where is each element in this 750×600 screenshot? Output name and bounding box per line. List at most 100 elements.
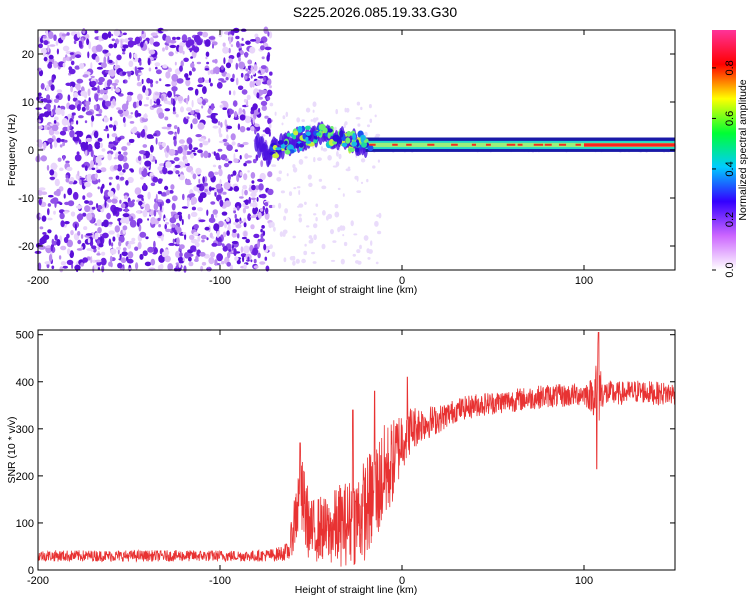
signal-blob	[292, 135, 297, 140]
y-tick-label: 500	[16, 330, 34, 342]
noise-blob	[96, 66, 103, 70]
noise-blob	[343, 241, 348, 247]
noise-blob	[190, 153, 195, 159]
noise-blob	[374, 114, 377, 118]
noise-blob	[117, 262, 123, 269]
noise-blob	[252, 70, 256, 75]
noise-blob	[111, 133, 118, 138]
noise-blob	[188, 234, 195, 240]
noise-blob	[51, 265, 55, 270]
noise-blob	[143, 113, 148, 119]
noise-blob	[342, 234, 345, 237]
noise-blob	[338, 153, 342, 160]
noise-blob	[247, 213, 252, 222]
noise-blob	[143, 155, 146, 160]
noise-blob	[161, 142, 166, 148]
noise-blob	[50, 162, 58, 171]
noise-blob	[234, 256, 239, 261]
signal-blob	[295, 142, 300, 149]
noise-blob	[91, 206, 96, 210]
noise-blob	[274, 111, 277, 116]
noise-blob	[104, 100, 112, 107]
noise-blob	[98, 81, 103, 86]
noise-blob	[70, 85, 73, 93]
noise-blob	[237, 85, 244, 91]
noise-blob	[194, 241, 200, 248]
noise-blob	[246, 94, 251, 101]
noise-blob	[62, 45, 70, 52]
noise-blob	[367, 257, 371, 260]
noise-blob	[167, 263, 174, 271]
noise-blob	[53, 104, 56, 110]
noise-blob	[201, 105, 204, 109]
noise-blob	[90, 62, 93, 70]
noise-blob	[356, 249, 361, 254]
noise-blob	[243, 162, 247, 167]
noise-blob	[364, 131, 368, 137]
noise-blob	[231, 141, 236, 146]
noise-blob	[250, 259, 253, 263]
noise-blob	[203, 150, 209, 159]
noise-blob	[62, 62, 66, 68]
noise-blob	[233, 210, 237, 214]
noise-blob	[56, 48, 60, 55]
noise-blob	[112, 236, 116, 242]
noise-blob	[63, 236, 69, 244]
noise-blob	[259, 172, 266, 181]
noise-blob	[210, 251, 215, 258]
noise-blob	[116, 233, 120, 238]
noise-blob	[216, 230, 220, 239]
noise-blob	[327, 213, 333, 219]
noise-blob	[47, 126, 50, 131]
noise-blob	[368, 104, 372, 109]
noise-blob	[41, 191, 48, 195]
noise-blob	[102, 219, 109, 228]
noise-blob	[252, 103, 258, 110]
noise-blob	[62, 56, 66, 64]
noise-blob	[84, 165, 88, 171]
noise-blob	[266, 96, 271, 101]
noise-blob	[149, 172, 154, 177]
noise-blob	[160, 235, 164, 242]
noise-blob	[103, 56, 107, 65]
noise-blob	[264, 115, 269, 119]
signal-blob	[297, 126, 303, 133]
noise-blob	[82, 74, 89, 78]
noise-blob	[230, 44, 234, 48]
noise-blob	[240, 246, 244, 253]
noise-blob	[202, 99, 206, 106]
noise-blob	[216, 82, 223, 89]
noise-blob	[160, 192, 167, 197]
noise-blob	[147, 191, 151, 200]
noise-blob	[204, 188, 208, 193]
noise-blob	[114, 79, 120, 84]
noise-blob	[377, 230, 382, 235]
noise-blob	[215, 214, 218, 218]
noise-blob	[86, 38, 90, 46]
signal-blob	[346, 130, 352, 137]
noise-blob	[194, 258, 199, 262]
noise-blob	[177, 146, 183, 154]
noise-blob	[281, 122, 284, 126]
noise-blob	[196, 97, 203, 103]
noise-blob	[214, 66, 220, 75]
signal-carrier	[584, 143, 675, 147]
noise-blob	[278, 202, 282, 209]
noise-blob	[233, 158, 239, 164]
noise-blob	[78, 139, 82, 145]
noise-blob	[344, 121, 348, 126]
noise-blob	[283, 215, 287, 221]
noise-blob	[212, 43, 214, 49]
noise-blob	[142, 85, 147, 93]
noise-blob	[144, 88, 149, 97]
noise-blob	[53, 98, 60, 104]
noise-blob	[233, 207, 237, 211]
noise-blob	[261, 56, 265, 60]
noise-blob	[193, 147, 199, 151]
y-tick-label: 300	[16, 424, 34, 436]
noise-blob	[179, 65, 183, 72]
noise-blob	[60, 245, 67, 251]
signal-blob	[319, 123, 326, 131]
noise-blob	[50, 111, 54, 117]
noise-blob	[53, 140, 58, 148]
